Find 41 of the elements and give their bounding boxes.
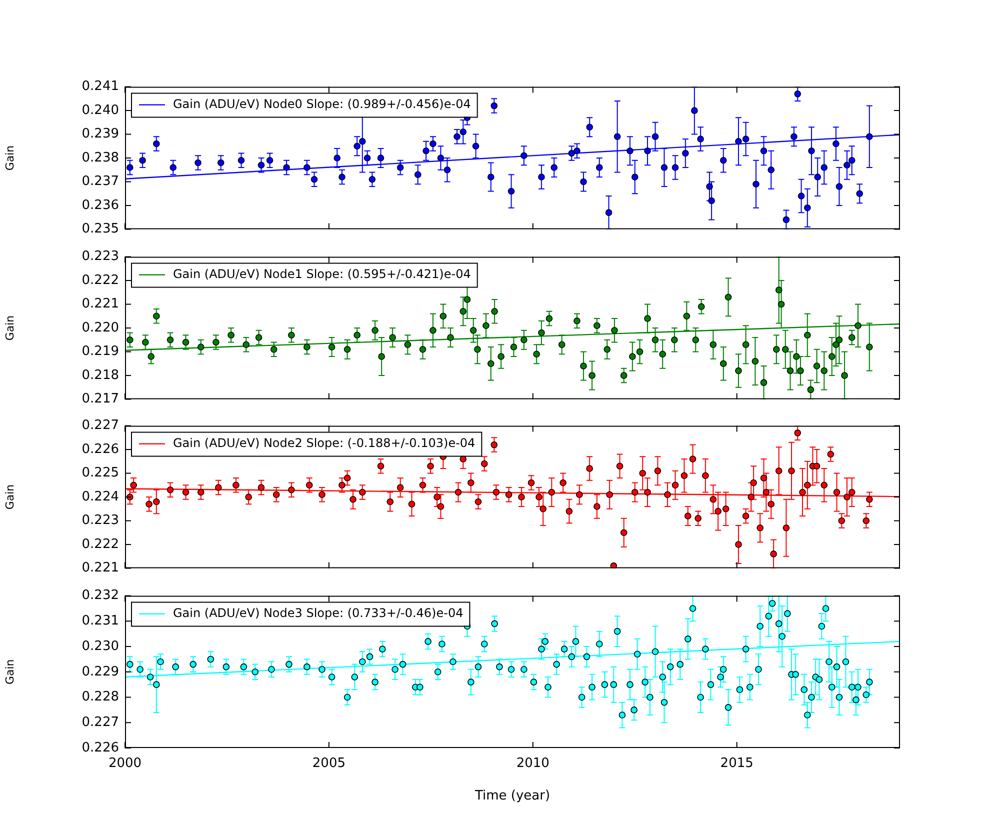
y-tick-label: 0.225 [82, 466, 119, 481]
x-tick-label: 2010 [516, 756, 550, 772]
x-tick-label: 2005 [312, 756, 346, 772]
y-tick-label: 0.223 [82, 249, 119, 264]
y-tick-label: 0.229 [82, 664, 119, 680]
y-axis-title: Gain [3, 659, 16, 685]
y-tick-label: 0.220 [82, 320, 119, 336]
y-tick-label: 0.239 [82, 126, 119, 142]
y-tick-label: 0.221 [82, 560, 119, 576]
x-tick-label: 2015 [720, 756, 754, 772]
y-axis-title: Gain [3, 484, 16, 510]
legend-label: Gain (ADU/eV) Node2 Slope: (-0.188+/-0.103)e-04 [173, 436, 476, 450]
y-tick-label: 0.223 [82, 513, 119, 528]
y-tick-label: 0.228 [82, 690, 119, 705]
y-tick-label: 0.226 [82, 442, 119, 457]
x-tick-label: 2000 [108, 756, 142, 772]
y-tick-label: 0.224 [82, 489, 119, 504]
y-tick-label: 0.222 [82, 536, 119, 552]
y-tick-label: 0.217 [82, 392, 119, 407]
y-tick-label: 0.240 [82, 102, 119, 118]
y-tick-label: 0.237 [82, 174, 119, 190]
y-tick-label: 0.227 [82, 418, 119, 434]
legend-label: Gain (ADU/eV) Node3 Slope: (0.733+/-0.46)e-04 [173, 606, 464, 620]
y-axis-title: Gain [3, 145, 16, 171]
y-tick-label: 0.221 [82, 296, 119, 312]
y-tick-label: 0.241 [82, 79, 119, 94]
legend-label: Gain (ADU/eV) Node1 Slope: (0.595+/-0.421)e-04 [173, 266, 471, 281]
y-tick-label: 0.236 [82, 198, 119, 213]
y-tick-label: 0.232 [82, 588, 119, 604]
y-tick-label: 0.227 [82, 715, 119, 730]
y-tick-label: 0.219 [82, 344, 119, 360]
legend-label: Gain (ADU/eV) Node0 Slope: (0.989+/-0.456)e-04 [173, 96, 471, 111]
y-tick-label: 0.218 [82, 368, 119, 383]
y-tick-label: 0.235 [82, 222, 119, 237]
y-axis-title: Gain [3, 315, 16, 341]
y-tick-label: 0.230 [82, 638, 119, 654]
y-tick-label: 0.222 [82, 272, 119, 288]
y-tick-label: 0.231 [82, 614, 119, 629]
y-tick-label: 0.226 [82, 740, 119, 756]
y-tick-label: 0.238 [82, 150, 119, 166]
x-axis-title: Time (year) [474, 788, 550, 804]
